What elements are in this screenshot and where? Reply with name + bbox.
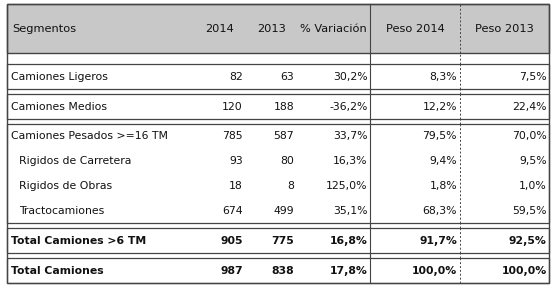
Text: 59,5%: 59,5% <box>512 206 547 216</box>
Bar <box>7 4 549 53</box>
Text: -36,2%: -36,2% <box>329 102 368 112</box>
Text: 17,8%: 17,8% <box>330 266 368 276</box>
Text: Peso 2013: Peso 2013 <box>475 24 534 34</box>
Bar <box>7 64 549 89</box>
Text: 22,4%: 22,4% <box>512 102 547 112</box>
Text: 587: 587 <box>274 131 294 141</box>
Text: 2013: 2013 <box>257 24 286 34</box>
Text: 18: 18 <box>229 181 243 191</box>
Text: 674: 674 <box>222 206 243 216</box>
Text: Tractocamiones: Tractocamiones <box>18 206 104 216</box>
Text: 2014: 2014 <box>205 24 234 34</box>
Text: 100,0%: 100,0% <box>412 266 457 276</box>
Text: 93: 93 <box>229 156 243 166</box>
Text: 8,3%: 8,3% <box>429 72 457 82</box>
Text: 125,0%: 125,0% <box>326 181 368 191</box>
Text: Rigidos de Obras: Rigidos de Obras <box>18 181 112 191</box>
Text: 987: 987 <box>220 266 243 276</box>
Bar <box>7 94 549 119</box>
Text: 70,0%: 70,0% <box>512 131 547 141</box>
Bar <box>7 124 549 223</box>
Text: 79,5%: 79,5% <box>423 131 457 141</box>
Text: Rigidos de Carretera: Rigidos de Carretera <box>18 156 131 166</box>
Text: Segmentos: Segmentos <box>12 24 76 34</box>
Text: Total Camiones >6 TM: Total Camiones >6 TM <box>11 236 146 246</box>
Text: 9,5%: 9,5% <box>519 156 547 166</box>
Text: 7,5%: 7,5% <box>519 72 547 82</box>
Bar <box>7 229 549 253</box>
Text: Camiones Pesados >=16 TM: Camiones Pesados >=16 TM <box>11 131 168 141</box>
Text: 499: 499 <box>274 206 294 216</box>
Text: 8: 8 <box>287 181 294 191</box>
Text: 838: 838 <box>272 266 294 276</box>
Text: 905: 905 <box>220 236 243 246</box>
Text: 63: 63 <box>281 72 294 82</box>
Text: Camiones Ligeros: Camiones Ligeros <box>11 72 108 82</box>
Text: 92,5%: 92,5% <box>509 236 547 246</box>
Bar <box>7 258 549 283</box>
Text: 82: 82 <box>229 72 243 82</box>
Text: 120: 120 <box>222 102 243 112</box>
Text: 30,2%: 30,2% <box>333 72 368 82</box>
Text: 68,3%: 68,3% <box>423 206 457 216</box>
Text: 785: 785 <box>222 131 243 141</box>
Text: 91,7%: 91,7% <box>419 236 457 246</box>
Text: 100,0%: 100,0% <box>502 266 547 276</box>
Text: Camiones Medios: Camiones Medios <box>11 102 107 112</box>
Text: 35,1%: 35,1% <box>333 206 368 216</box>
Text: Total Camiones: Total Camiones <box>11 266 103 276</box>
Text: 1,8%: 1,8% <box>429 181 457 191</box>
Text: % Variación: % Variación <box>300 24 367 34</box>
Text: 9,4%: 9,4% <box>429 156 457 166</box>
Text: Peso 2014: Peso 2014 <box>386 24 444 34</box>
Text: 80: 80 <box>280 156 294 166</box>
Text: 16,3%: 16,3% <box>333 156 368 166</box>
Text: 188: 188 <box>274 102 294 112</box>
Text: 1,0%: 1,0% <box>519 181 547 191</box>
Text: 16,8%: 16,8% <box>330 236 368 246</box>
Text: 12,2%: 12,2% <box>423 102 457 112</box>
Text: 33,7%: 33,7% <box>333 131 368 141</box>
Text: 775: 775 <box>271 236 294 246</box>
